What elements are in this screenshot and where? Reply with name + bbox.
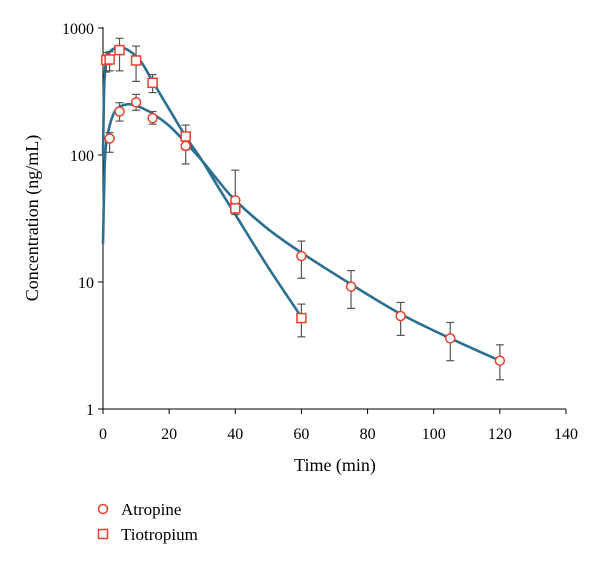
- legend-tiotropium-marker: [97, 528, 109, 540]
- axes: 0 20 40 60 80 100 120 140 1 10 100 1000: [62, 21, 578, 443]
- y-axis-title: Concentration (ng/mL): [22, 135, 43, 301]
- atropine-point: [296, 250, 307, 262]
- atropine-point: [494, 355, 506, 366]
- tiotropium-fit-curve: [101, 45, 303, 318]
- y-tick-label: 1000: [62, 21, 94, 38]
- y-tick-label: 100: [70, 148, 94, 165]
- x-tick-label: 140: [554, 426, 578, 443]
- y-tick-label: 10: [78, 275, 94, 292]
- legend-atropine-marker: [97, 503, 109, 515]
- legend-tiotropium-label: Tiotropium: [121, 525, 198, 544]
- tiotropium-point: [180, 131, 191, 142]
- x-tick-label: 80: [360, 426, 376, 443]
- x-tick-label: 120: [488, 426, 512, 443]
- x-tick-label: 40: [227, 426, 243, 443]
- atropine-point: [147, 112, 158, 124]
- error-bars: [102, 37, 504, 381]
- tiotropium-point: [147, 77, 158, 89]
- y-tick-label: 1: [86, 402, 94, 419]
- legend-atropine-label: Atropine: [121, 500, 181, 519]
- y-axis-title-group: Concentration (ng/mL): [22, 135, 43, 301]
- tiotropium-point: [230, 203, 241, 214]
- atropine-point: [445, 333, 456, 344]
- x-tick-label: 0: [99, 426, 107, 443]
- x-axis-title-group: Time (min): [294, 455, 376, 476]
- x-tick-label: 100: [422, 426, 446, 443]
- atropine-point: [180, 140, 191, 152]
- tiotropium-point: [104, 54, 115, 65]
- data-markers: [101, 44, 506, 366]
- atropine-fit-curve: [101, 102, 501, 362]
- atropine-point: [130, 97, 142, 108]
- atropine-point: [104, 133, 115, 144]
- x-tick-label: 20: [161, 426, 177, 443]
- atropine-point: [395, 310, 406, 322]
- tiotropium-point: [296, 312, 307, 324]
- tiotropium-point: [130, 55, 142, 66]
- x-axis-title: Time (min): [294, 455, 376, 476]
- atropine-point: [114, 106, 125, 117]
- tiotropium-point: [114, 44, 125, 56]
- x-tick-label: 60: [293, 426, 309, 443]
- legend: Atropine Tiotropium: [97, 500, 198, 544]
- atropine-point: [345, 281, 357, 292]
